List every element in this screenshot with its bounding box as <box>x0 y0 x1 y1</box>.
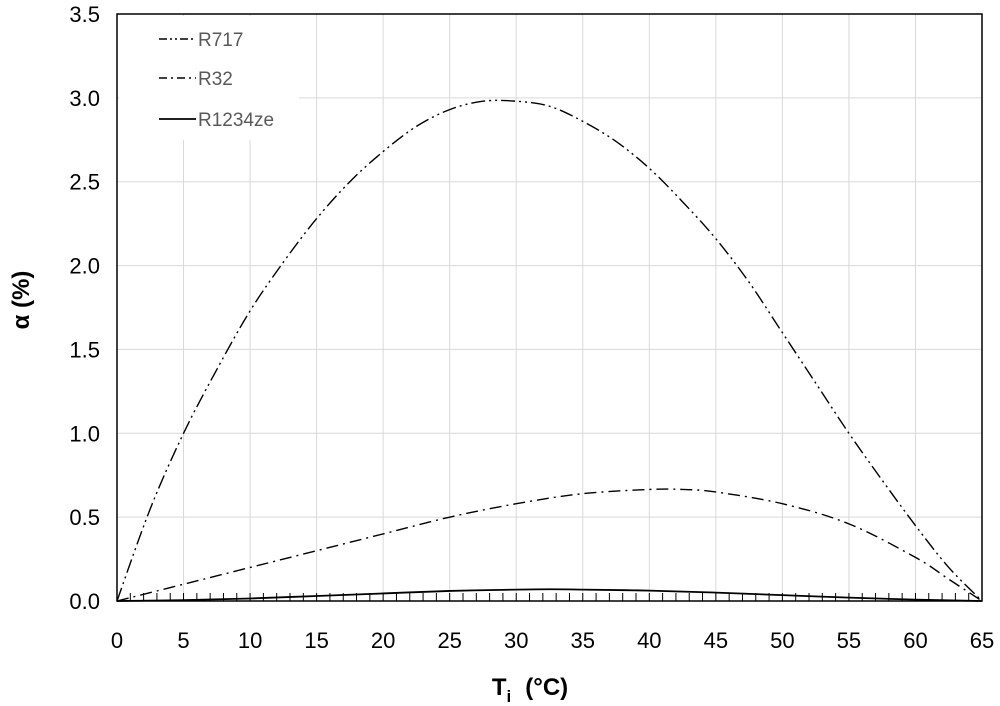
legend-background <box>119 16 299 140</box>
x-tick-label: 50 <box>770 628 794 653</box>
series-lines <box>116 99 983 602</box>
x-tick-label: 25 <box>437 628 461 653</box>
x-axis-title-symbol: T <box>492 674 507 701</box>
legend: R717 R32 R1234ze <box>119 16 299 140</box>
series-line-r717 <box>116 99 983 602</box>
x-tick-label: 40 <box>637 628 661 653</box>
y-tick-label: 1.0 <box>69 421 100 446</box>
series-line-r32 <box>116 488 983 602</box>
y-tick-label: 0.5 <box>69 505 100 530</box>
plot-frame <box>116 13 983 602</box>
y-tick-label: 1.5 <box>69 337 100 362</box>
x-tick-label: 5 <box>177 628 189 653</box>
y-tick-label: 0.0 <box>69 589 100 614</box>
x-axis-title: Ti (°C) <box>492 674 568 706</box>
y-axis-title: α (%) <box>8 271 35 330</box>
x-tick-label: 0 <box>111 628 123 653</box>
y-tick-label: 3.0 <box>69 86 100 111</box>
legend-label-r717: R717 <box>198 30 243 51</box>
x-tick-label: 35 <box>571 628 595 653</box>
series-line-r1234ze <box>116 588 983 602</box>
x-tick-labels: 0 5 10 15 20 25 30 35 40 45 50 55 60 65 <box>111 628 994 653</box>
x-tick-label: 60 <box>903 628 927 653</box>
x-tick-label: 15 <box>304 628 328 653</box>
y-tick-label: 3.5 <box>69 2 100 27</box>
y-tick-label: 2.0 <box>69 254 100 279</box>
x-axis-title-unit: (°C) <box>525 674 568 701</box>
x-tick-label: 30 <box>504 628 528 653</box>
legend-label-r32: R32 <box>198 69 233 90</box>
x-tick-label: 20 <box>371 628 395 653</box>
x-axis-title-subscript: i <box>507 687 512 706</box>
y-tick-labels: 0.0 0.5 1.0 1.5 2.0 2.5 3.0 3.5 <box>69 2 100 614</box>
x-tick-label: 65 <box>970 628 994 653</box>
x-tick-label: 55 <box>837 628 861 653</box>
legend-label-r1234ze: R1234ze <box>198 110 274 131</box>
x-tick-label: 45 <box>704 628 728 653</box>
x-tick-label: 10 <box>238 628 262 653</box>
y-tick-label: 2.5 <box>69 170 100 195</box>
